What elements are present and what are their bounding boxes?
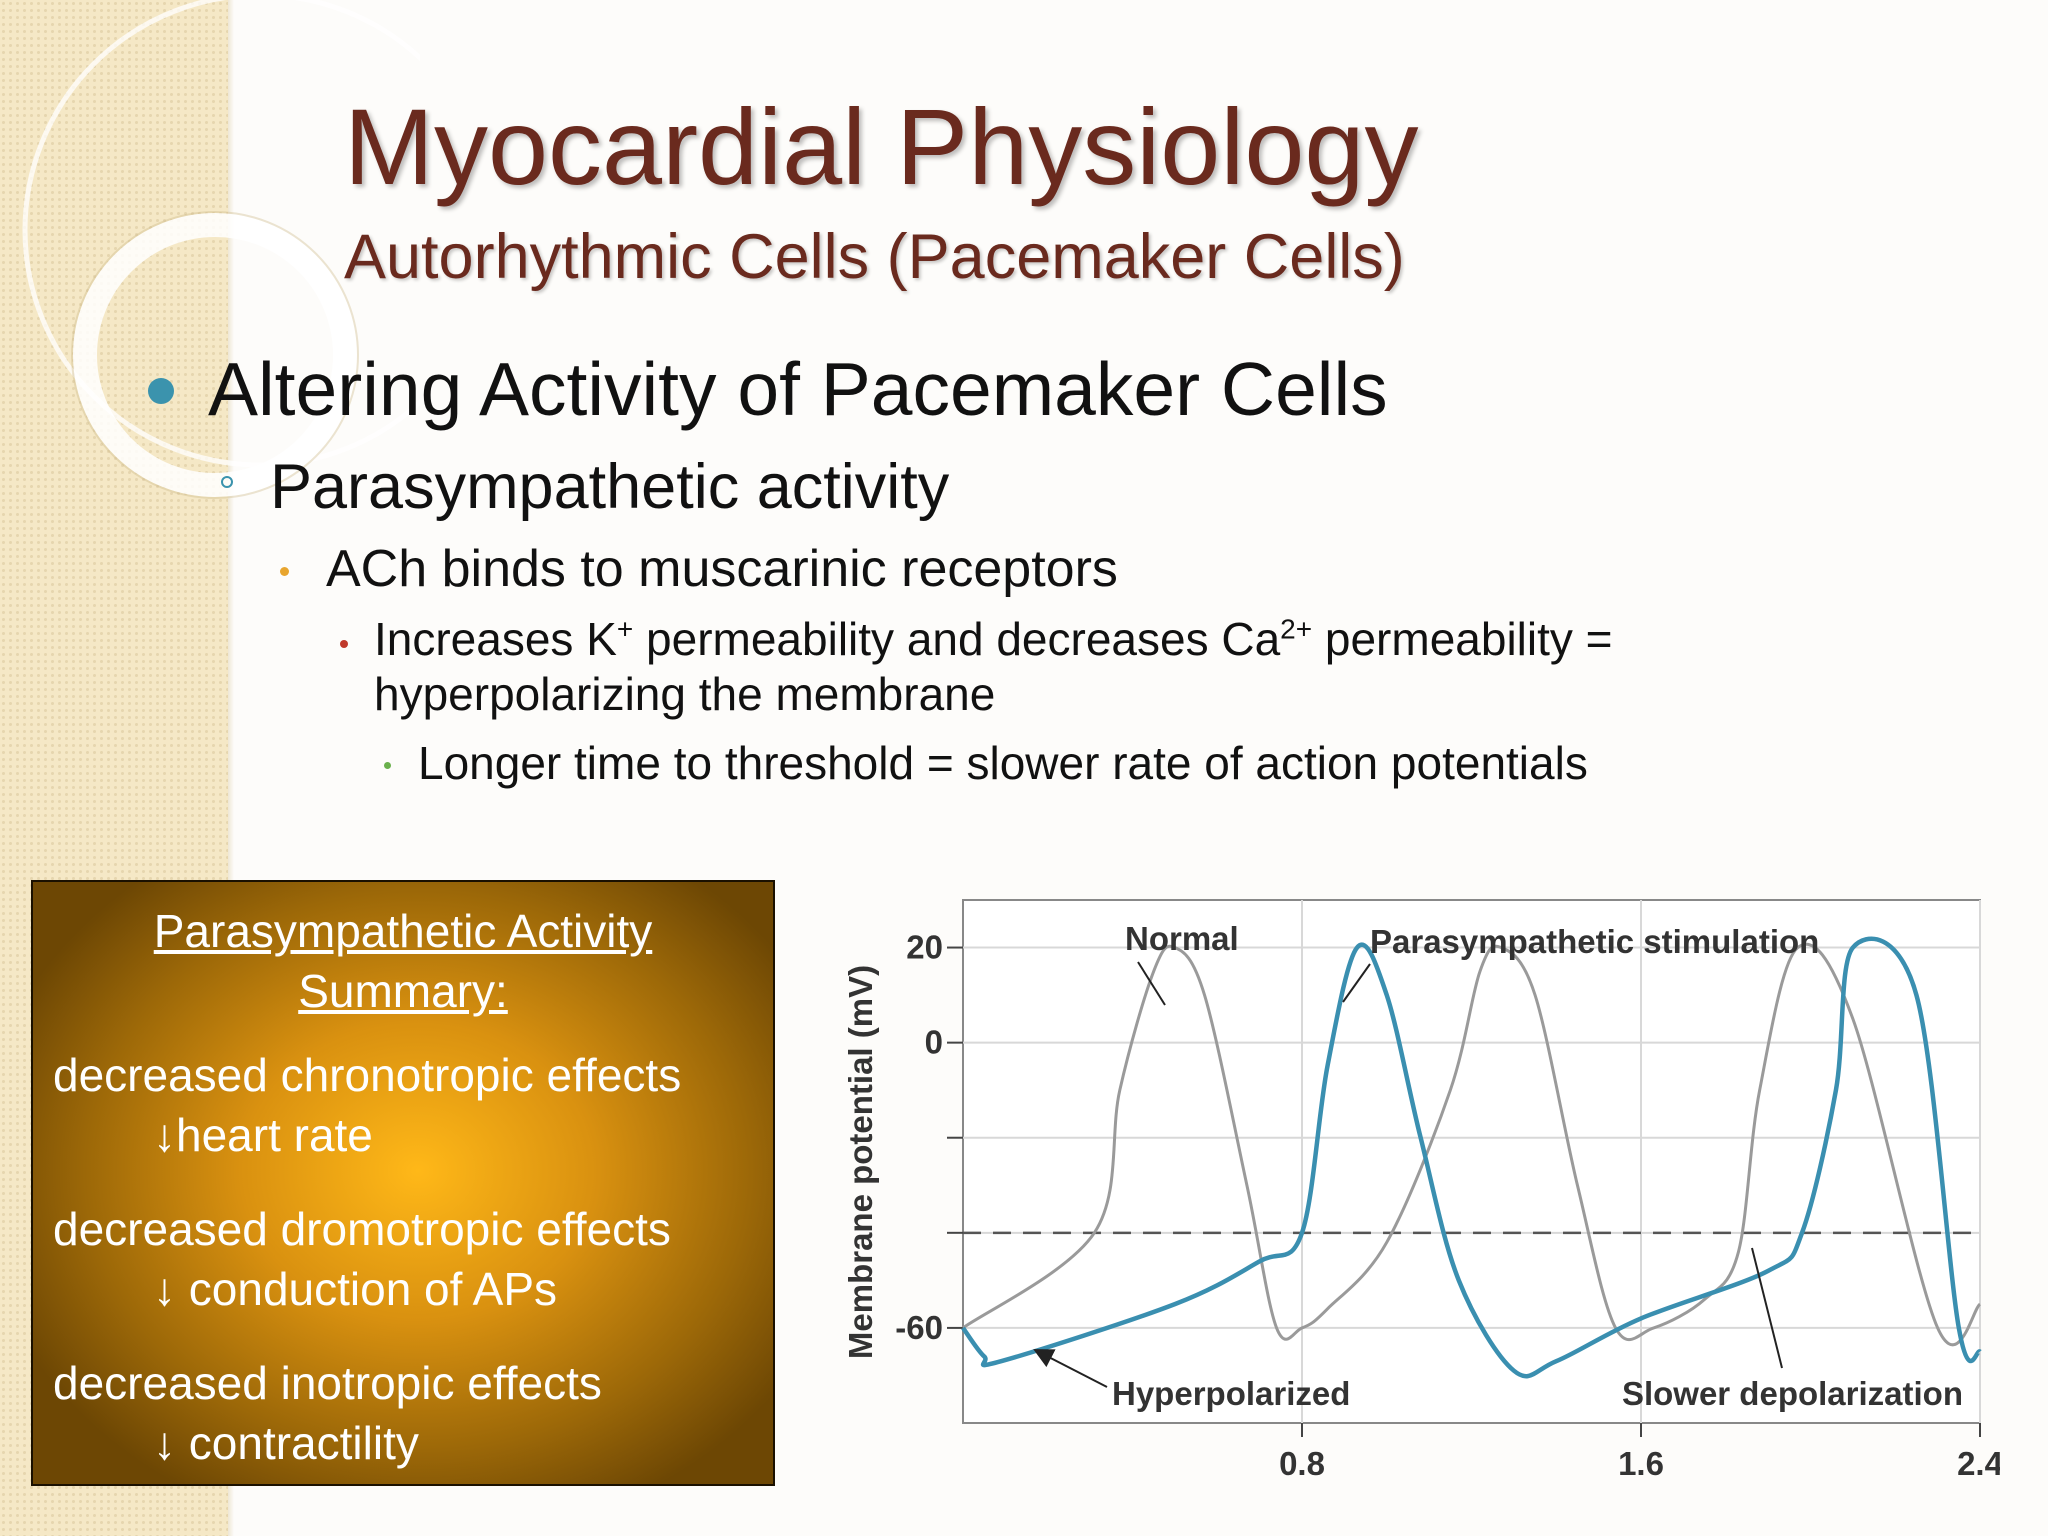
x-tick-label: 0.8 xyxy=(1279,1445,1325,1482)
bullet-dot-level4 xyxy=(340,640,348,648)
bullet-level2: Parasympathetic activity xyxy=(270,452,950,522)
summary-heading-line2: Summary: xyxy=(298,964,508,1017)
series-layer xyxy=(961,936,1983,1379)
bullet4-part3: permeability = hyperpolarizing the membr… xyxy=(374,613,1613,721)
annotation-layer: Normal Parasympathetic stimulation Hyperpo… xyxy=(1033,920,1963,1412)
series-line-normal xyxy=(962,942,1982,1347)
annotation-normal-leader xyxy=(1137,961,1166,1006)
bullet-ring-level2 xyxy=(221,476,233,488)
axis-layer: 0.8 1.6 2.4 20 0 -60 xyxy=(895,929,2000,1482)
y-tick-label: -60 xyxy=(895,1309,943,1346)
y-tick-label: 0 xyxy=(925,1024,943,1061)
plot-area xyxy=(962,899,1981,1424)
annotation-slower-depolarization: Slower depolarization xyxy=(1622,1375,1963,1412)
summary-heading: Parasympathetic Activity Summary: xyxy=(33,902,773,1022)
summary-subitem-conduction: ↓ conduction of APs xyxy=(153,1263,558,1315)
bullet-dot-level1 xyxy=(148,378,174,404)
x-tick-label: 1.6 xyxy=(1618,1445,1664,1482)
slide-subtitle: Autorhythmic Cells (Pacemaker Cells) xyxy=(344,222,1405,292)
bullet-level3: ACh binds to muscarinic receptors xyxy=(326,540,1118,598)
summary-item-dromotropic: decreased dromotropic effects xyxy=(53,1203,671,1255)
bullet-dot-level5 xyxy=(384,762,391,769)
summary-item-inotropic: decreased inotropic effects xyxy=(53,1357,602,1409)
annotation-hyperpolarized: Hyperpolarized xyxy=(1112,1375,1350,1412)
slide-title: Myocardial Physiology xyxy=(344,86,1419,207)
x-tick-label: 2.4 xyxy=(1957,1445,2000,1482)
sidebar-edge xyxy=(228,0,234,1536)
calcium-superscript: 2+ xyxy=(1280,613,1313,645)
summary-subitem-heart-rate: ↓heart rate xyxy=(153,1109,373,1161)
summary-item-chronotropic: decreased chronotropic effects xyxy=(53,1049,682,1101)
summary-box: Parasympathetic Activity Summary: decrea… xyxy=(31,880,775,1486)
deco-circle-ring-edge xyxy=(71,211,359,499)
deco-circle-ring xyxy=(73,213,357,497)
annotation-parasympathetic-stimulation-leader xyxy=(1342,963,1371,1003)
annotation-normal: Normal xyxy=(1125,920,1239,957)
potassium-superscript: + xyxy=(616,613,634,645)
bullet-level4: Increases K+ permeability and decreases … xyxy=(374,612,1794,722)
summary-subitem-contractility: ↓ contractility xyxy=(153,1417,419,1469)
bullet-level5: Longer time to threshold = slower rate o… xyxy=(418,737,1588,789)
annotation-hyperpolarized-leader xyxy=(1033,1349,1108,1388)
annotation-parasympathetic-stimulation: Parasympathetic stimulation xyxy=(1370,923,1819,960)
series-line-parasympathetic xyxy=(961,936,1983,1379)
membrane-potential-chart: 0.8 1.6 2.4 20 0 -60 Normal Parasympathetic st… xyxy=(842,899,2000,1482)
bullet4-part1: Increases K xyxy=(374,613,617,665)
y-tick-label: 20 xyxy=(906,929,943,966)
bullet-level1: Altering Activity of Pacemaker Cells xyxy=(208,347,1388,431)
bullet4-part2: permeability and decreases Ca xyxy=(633,613,1281,665)
decorative-circles xyxy=(22,0,420,499)
bullet-dot-level3 xyxy=(280,567,289,576)
annotation-slower-depolarization-leader xyxy=(1751,1247,1783,1369)
summary-heading-line1: Parasympathetic Activity xyxy=(153,905,653,957)
y-axis-label: Membrane potential (mV) xyxy=(842,965,879,1359)
